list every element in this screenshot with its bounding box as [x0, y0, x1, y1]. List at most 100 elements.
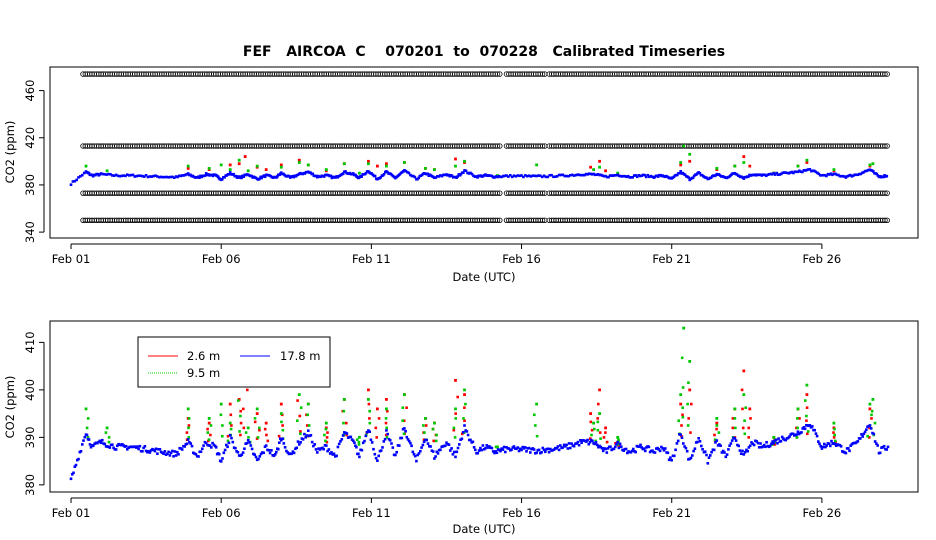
bottom-series-point [344, 431, 347, 435]
bottom-series-point [682, 442, 685, 445]
bottom-series-point [385, 436, 389, 439]
bottom-series-point [374, 456, 378, 460]
bottom-series-point [280, 420, 283, 424]
bottom-series-point [234, 446, 237, 450]
bottom-series-point [832, 436, 836, 439]
top-series-point [180, 174, 184, 177]
bottom-series-point [286, 451, 289, 454]
bottom-series-point [250, 447, 254, 451]
bottom-series-point [303, 432, 306, 436]
bottom-series-point [713, 433, 716, 437]
top-series-point [796, 170, 800, 174]
top-series-point [816, 171, 819, 175]
bottom-series-point [604, 426, 607, 430]
bottom-series-point [624, 447, 628, 451]
top-series-point [559, 173, 563, 177]
top-series-point [682, 144, 686, 148]
top-series-point [820, 174, 824, 177]
top-x-axis: Feb 01 Feb 06 Feb 11 Feb 16 Feb 21 Feb 26 [52, 243, 841, 266]
bottom-series-point [439, 448, 442, 451]
bottom-series-point [183, 445, 186, 448]
top-series-point [264, 168, 268, 171]
bottom-series-point [454, 417, 457, 420]
bottom-series-point [395, 450, 398, 454]
bottom-series-point [449, 449, 452, 452]
top-series-point [587, 172, 591, 175]
bottom-series-point [326, 449, 329, 453]
top-series-point [426, 172, 429, 176]
top-series-point [142, 175, 146, 178]
top-series-point [385, 162, 388, 166]
bottom-series-point [104, 431, 108, 434]
bottom-series-point [762, 443, 766, 447]
bottom-series-point [804, 399, 807, 402]
top-series-point [146, 175, 150, 179]
bottom-plot-frame [49, 320, 919, 493]
bottom-series-point [724, 455, 728, 459]
bottom-series-point [342, 421, 345, 425]
bottom-series-point [404, 429, 407, 433]
bottom-series-point [570, 442, 573, 445]
top-series-point [69, 183, 73, 186]
calibration-point [497, 71, 503, 77]
bottom-series-point [386, 432, 389, 436]
top-series-point [784, 171, 788, 174]
top-series-point [825, 174, 828, 178]
bottom-series-point [219, 413, 223, 417]
bottom-series-point [683, 445, 686, 448]
bottom-series-point [377, 417, 381, 420]
bottom-series-point [177, 453, 180, 456]
bottom-series-point [413, 454, 417, 458]
bottom-series-point [534, 424, 537, 427]
top-series-point [598, 165, 601, 169]
bottom-series-point [385, 429, 388, 432]
top-series-point [424, 167, 427, 170]
bottom-series-point [221, 434, 224, 438]
bottom-series-point [596, 417, 599, 420]
bottom-series-point [516, 446, 520, 449]
bottom-series-point [535, 451, 538, 455]
top-series-point [813, 169, 816, 173]
top-series-point [203, 174, 207, 177]
bottom-series-point [589, 420, 593, 424]
bottom-series-point [604, 447, 607, 451]
top-series-point [109, 173, 112, 176]
bottom-series-point [741, 407, 744, 411]
bottom-series-point [681, 406, 684, 409]
bottom-series-point [92, 444, 95, 448]
bottom-series-point [490, 446, 494, 450]
top-series-point [643, 173, 646, 177]
bottom-series-point [743, 419, 746, 422]
top-series-point [499, 175, 502, 179]
bottom-series-point [839, 445, 843, 448]
top-series-point [583, 173, 586, 177]
top-series-point [311, 172, 315, 176]
bottom-series-point [711, 448, 715, 451]
top-series-point [122, 174, 125, 177]
y-tick-label: 460 [23, 80, 37, 102]
bottom-series-point [598, 388, 601, 392]
top-series-point [762, 173, 765, 176]
bottom-series-point [83, 435, 87, 439]
top-series-point [144, 174, 148, 177]
bottom-series-point [594, 439, 597, 443]
bottom-series-point [282, 442, 286, 445]
bottom-series-point [324, 427, 328, 431]
bottom-series-point [638, 445, 641, 448]
bottom-series-point [373, 452, 377, 456]
bottom-series-point [405, 406, 408, 409]
top-series-point [647, 175, 651, 179]
bottom-series-point [444, 444, 447, 447]
bottom-series-point [675, 442, 679, 445]
bottom-series-point [673, 454, 676, 458]
bottom-series-point [264, 444, 268, 447]
top-series-point [322, 175, 326, 178]
top-series-point [103, 173, 107, 176]
bottom-series-point [455, 450, 459, 454]
bottom-series-point [747, 426, 750, 430]
bottom-series-point [463, 388, 466, 392]
top-series-point [760, 174, 764, 177]
bottom-series-point [596, 428, 600, 432]
bottom-series-point [806, 430, 810, 433]
